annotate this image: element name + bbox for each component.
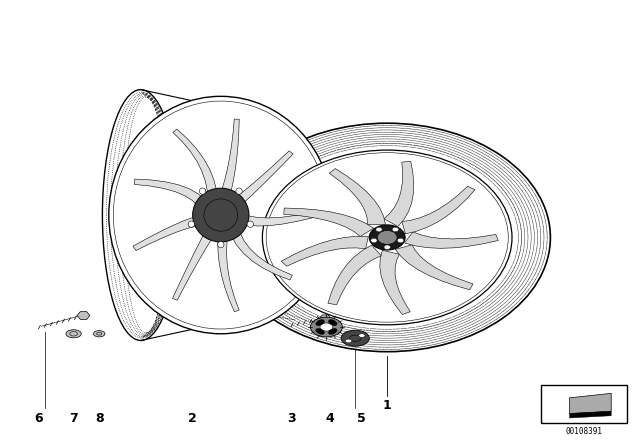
Polygon shape — [282, 236, 369, 266]
Text: 2: 2 — [188, 412, 196, 426]
Ellipse shape — [346, 339, 352, 343]
Ellipse shape — [109, 96, 333, 334]
Bar — [541, 385, 627, 423]
Ellipse shape — [193, 188, 249, 242]
Polygon shape — [384, 161, 413, 227]
Ellipse shape — [328, 319, 337, 326]
Ellipse shape — [200, 188, 206, 194]
Ellipse shape — [371, 238, 377, 243]
Ellipse shape — [316, 319, 324, 326]
Polygon shape — [380, 250, 410, 314]
Polygon shape — [402, 186, 475, 234]
Polygon shape — [232, 211, 314, 226]
Polygon shape — [77, 312, 90, 319]
Polygon shape — [404, 232, 499, 248]
Polygon shape — [229, 151, 293, 209]
Ellipse shape — [236, 188, 242, 194]
Polygon shape — [328, 245, 381, 305]
Ellipse shape — [392, 227, 399, 232]
Ellipse shape — [93, 331, 105, 337]
Ellipse shape — [397, 238, 404, 243]
Polygon shape — [133, 215, 207, 250]
Polygon shape — [396, 245, 473, 290]
Text: 8: 8 — [95, 412, 104, 426]
Polygon shape — [329, 168, 385, 224]
Polygon shape — [173, 129, 218, 202]
Ellipse shape — [262, 150, 512, 325]
Polygon shape — [218, 229, 239, 312]
Ellipse shape — [188, 221, 195, 227]
Text: 1: 1 — [383, 399, 392, 412]
Text: 00108391: 00108391 — [566, 427, 602, 436]
Ellipse shape — [378, 231, 397, 244]
Ellipse shape — [384, 245, 390, 250]
Ellipse shape — [316, 328, 324, 335]
Polygon shape — [134, 179, 211, 212]
Ellipse shape — [218, 241, 224, 248]
Polygon shape — [228, 224, 292, 280]
Ellipse shape — [358, 334, 365, 337]
Ellipse shape — [247, 221, 253, 227]
Ellipse shape — [320, 323, 333, 331]
Text: 7: 7 — [69, 412, 78, 426]
Text: 6: 6 — [34, 412, 43, 426]
Text: 4: 4 — [325, 412, 334, 426]
Polygon shape — [284, 208, 374, 237]
Polygon shape — [319, 315, 331, 322]
Polygon shape — [173, 226, 218, 300]
Polygon shape — [570, 393, 611, 414]
Polygon shape — [570, 411, 611, 418]
Polygon shape — [219, 119, 239, 202]
Ellipse shape — [328, 328, 337, 335]
Text: 3: 3 — [287, 412, 296, 426]
Text: 5: 5 — [357, 412, 366, 426]
Ellipse shape — [341, 330, 369, 346]
Ellipse shape — [369, 225, 405, 250]
Ellipse shape — [66, 330, 81, 338]
Ellipse shape — [376, 227, 382, 232]
Ellipse shape — [310, 317, 342, 337]
